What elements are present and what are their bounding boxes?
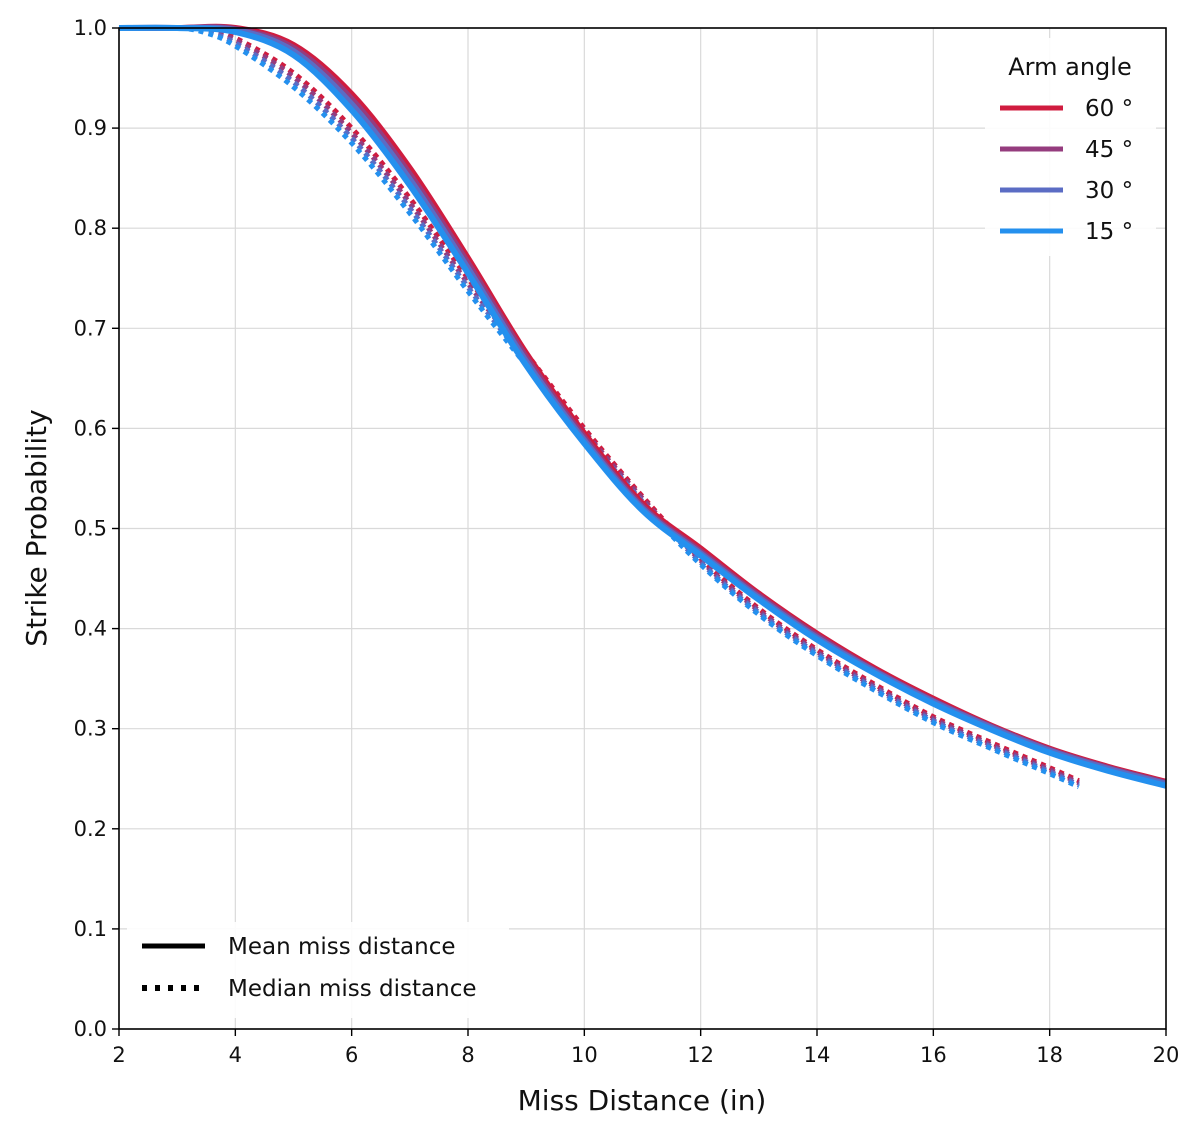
x-tick-label: 4: [229, 1043, 242, 1067]
y-tick-label: 0.2: [74, 817, 107, 841]
y-tick-label: 0.5: [74, 517, 107, 541]
x-tick-label: 12: [687, 1043, 714, 1067]
x-tick-label: 16: [920, 1043, 947, 1067]
x-tick-label: 2: [112, 1043, 125, 1067]
y-tick-label: 0.6: [74, 416, 107, 440]
x-axis-title: Miss Distance (in): [518, 1084, 767, 1117]
x-tick-label: 18: [1036, 1043, 1063, 1067]
x-tick-label: 8: [461, 1043, 474, 1067]
color-legend-label: 15 °: [1085, 219, 1133, 245]
style-legend-box: [127, 922, 509, 1018]
color-legend-title: Arm angle: [1008, 53, 1131, 81]
mean-series-line-15: [118, 24, 1167, 789]
color-legend-label: 30 °: [1085, 178, 1133, 204]
median-series-line-45: [118, 25, 1080, 786]
axis-ticks: 2 4 6 8 10 12 14 16 18 20 0.0 0.1 0.2 0.3 0.4 0.5 0.6 0.7…: [74, 16, 1180, 1067]
color-legend: Arm angle 60 ° 45 ° 30 ° 15 °: [985, 38, 1156, 256]
style-legend-label: Mean miss distance: [228, 934, 456, 960]
y-tick-label: 0.3: [74, 717, 107, 741]
y-axis-title: Strike Probability: [20, 409, 53, 646]
y-tick-label: 0.4: [74, 617, 107, 641]
x-tick-label: 14: [804, 1043, 831, 1067]
median-series-line-15: [118, 25, 1080, 790]
color-legend-label: 45 °: [1085, 137, 1133, 163]
median-series-line-30: [118, 25, 1080, 788]
x-tick-label: 10: [571, 1043, 598, 1067]
style-legend-label: Median miss distance: [228, 976, 477, 1002]
y-tick-label: 1.0: [74, 16, 107, 40]
x-tick-label: 6: [345, 1043, 358, 1067]
color-legend-label: 60 °: [1085, 96, 1133, 122]
y-tick-label: 0.9: [74, 116, 107, 140]
median-series-line-60: [118, 25, 1080, 784]
y-tick-label: 0.0: [74, 1017, 107, 1041]
series-layer: [118, 23, 1167, 790]
y-tick-label: 0.8: [74, 216, 107, 240]
x-tick-label: 20: [1153, 1043, 1180, 1067]
y-tick-label: 0.7: [74, 316, 107, 340]
y-tick-label: 0.1: [74, 917, 107, 941]
style-legend: Mean miss distance Median miss distance: [127, 922, 509, 1018]
